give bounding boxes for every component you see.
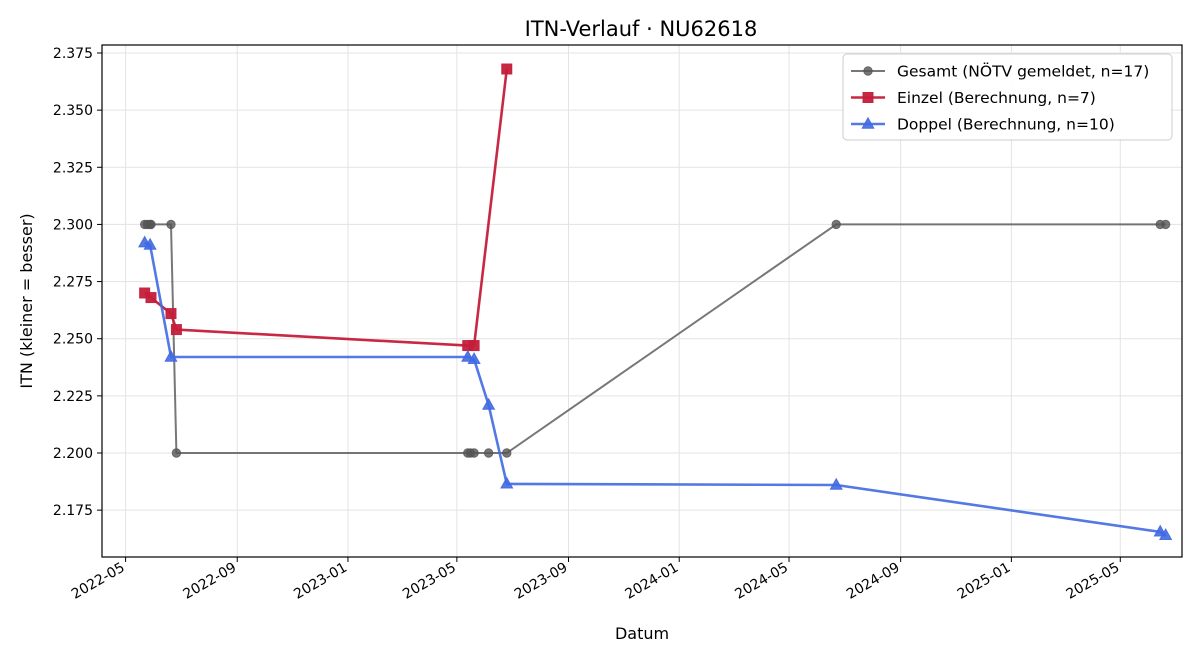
x-tick-label: 2024-05 [732, 560, 791, 603]
x-tick-label: 2024-01 [623, 560, 682, 603]
data-point [1160, 219, 1171, 230]
legend-entry: Einzel (Berechnung, n=7) [851, 89, 1096, 107]
data-point [829, 477, 843, 490]
x-tick-label: 2023-09 [512, 560, 571, 603]
series-square [139, 63, 513, 352]
data-point [481, 397, 496, 410]
data-point [165, 308, 177, 320]
x-tick-label: 2023-05 [400, 560, 459, 603]
data-point [469, 448, 479, 458]
y-axis: 2.175 2.200 2.225 2.250 2.275 2.300 2.325 2.350… [53, 46, 102, 519]
series-triangle [138, 235, 1173, 540]
data-point [143, 237, 157, 250]
y-tick-label: 2.325 [53, 160, 93, 176]
legend-label: Doppel (Berechnung, n=10) [897, 116, 1115, 134]
series-circle [139, 219, 1171, 458]
data-point [502, 448, 512, 458]
y-tick-label: 2.250 [53, 332, 93, 348]
series-line [144, 241, 1167, 537]
chart-title: ITN-Verlauf · NU62618 [525, 17, 758, 41]
legend-marker [862, 92, 874, 103]
data-point [171, 448, 182, 458]
plot-frame [101, 44, 1183, 558]
x-tick-label: 2025-01 [955, 560, 1014, 603]
data-point [468, 340, 480, 352]
x-tick-label: 2024-09 [844, 560, 903, 603]
y-tick-label: 2.375 [53, 46, 93, 62]
data-point [1159, 528, 1173, 540]
legend-marker [861, 116, 875, 129]
data-point [164, 349, 178, 362]
y-tick-label: 2.175 [53, 503, 93, 519]
y-tick-label: 2.225 [53, 389, 93, 405]
y-axis-label: ITN (kleiner = besser) [17, 213, 36, 388]
legend-entry: Doppel (Berechnung, n=10) [851, 116, 1115, 134]
series-layer [138, 63, 1173, 540]
data-point [831, 219, 841, 230]
data-point [170, 324, 182, 336]
x-tick-label: 2022-05 [69, 560, 128, 603]
y-tick-label: 2.275 [53, 275, 93, 291]
legend: Gesamt (NÖTV gemeldet, n=17) Einzel (Bere… [842, 53, 1173, 141]
data-point [500, 476, 514, 489]
y-tick-label: 2.300 [53, 217, 93, 233]
data-point [483, 448, 494, 458]
legend-entry: Gesamt (NÖTV gemeldet, n=17) [851, 62, 1149, 81]
data-point [145, 292, 157, 304]
y-tick-label: 2.350 [53, 103, 93, 119]
x-axis-label: Datum [615, 624, 669, 643]
data-point [166, 219, 176, 230]
x-tick-label: 2022-09 [181, 560, 240, 603]
x-axis: 2022-05 2022-09 2023-01 2023-05 2023-09 2024-… [69, 557, 1122, 603]
data-point [467, 352, 481, 364]
data-point [146, 219, 156, 230]
x-tick-label: 2023-01 [291, 560, 350, 603]
legend-box [842, 53, 1173, 141]
legend-label: Einzel (Berechnung, n=7) [897, 89, 1096, 107]
legend-label: Gesamt (NÖTV gemeldet, n=17) [897, 62, 1149, 81]
y-tick-label: 2.200 [53, 446, 93, 462]
data-point [501, 63, 513, 75]
legend-marker [863, 66, 873, 76]
x-tick-label: 2025-05 [1064, 560, 1123, 603]
